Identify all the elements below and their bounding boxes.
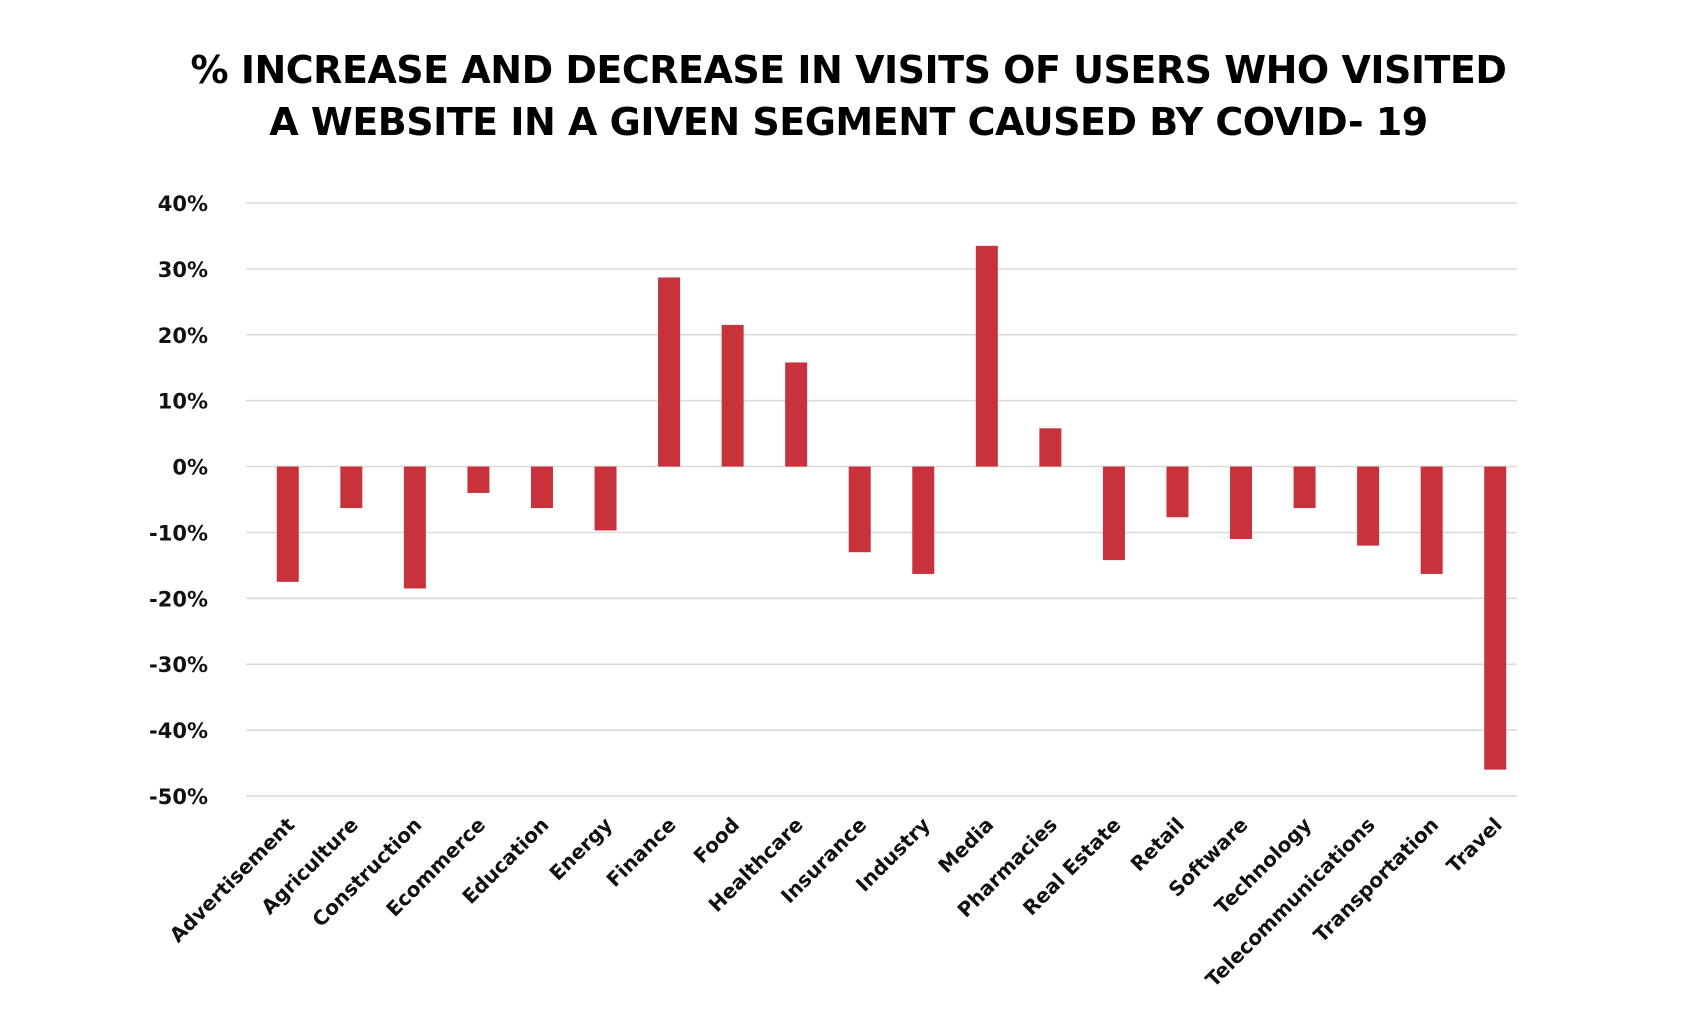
bar-energy xyxy=(594,466,617,531)
y-tick-label: -20% xyxy=(149,587,208,611)
x-tick-label: Food xyxy=(689,813,745,869)
bar-advertisement xyxy=(276,466,299,582)
y-tick-label: 10% xyxy=(158,390,208,414)
y-tick-label: 0% xyxy=(172,456,208,480)
x-tick-label: Construction xyxy=(307,813,426,932)
bar-food xyxy=(721,324,744,467)
bar-ecommerce xyxy=(467,466,490,493)
bar-travel xyxy=(1484,466,1507,770)
bar-pharmacies xyxy=(1039,428,1062,467)
y-tick-label: -10% xyxy=(149,521,208,545)
bar-telecommunications xyxy=(1357,466,1380,546)
y-tick-label: -50% xyxy=(149,785,208,809)
chart-title: % INCREASE AND DECREASE IN VISITS OF USE… xyxy=(0,44,1697,148)
bar-transportation xyxy=(1420,466,1443,574)
bar-insurance xyxy=(848,466,871,553)
gridlines xyxy=(246,202,1517,797)
y-tick-label: 30% xyxy=(158,258,208,282)
bar-education xyxy=(530,466,553,509)
chart-title-line-1: % INCREASE AND DECREASE IN VISITS OF USE… xyxy=(190,48,1507,92)
bar-industry xyxy=(912,466,935,574)
bar-finance xyxy=(658,277,681,467)
x-tick-label: Travel xyxy=(1442,813,1507,878)
x-tick-label: Finance xyxy=(601,813,680,892)
bar-retail xyxy=(1166,466,1189,518)
bar-construction xyxy=(403,466,426,589)
bar-real-estate xyxy=(1102,466,1125,561)
x-axis-ticks: AdvertisementAgricultureConstructionEcom… xyxy=(165,812,1507,991)
y-axis-ticks: 40% 30% 20% 10% 0% -10% -20% -30% -40% -50% xyxy=(149,192,208,809)
bar-healthcare xyxy=(785,362,808,467)
y-tick-label: 20% xyxy=(158,324,208,348)
bar-agriculture xyxy=(340,466,363,509)
bar-media xyxy=(975,245,998,467)
y-tick-label: 40% xyxy=(158,192,208,216)
y-tick-label: -30% xyxy=(149,653,208,677)
bar-technology xyxy=(1293,466,1316,509)
bar-software xyxy=(1230,466,1253,540)
y-tick-label: -40% xyxy=(149,719,208,743)
x-tick-label: Retail xyxy=(1126,813,1189,876)
bars xyxy=(276,245,1507,770)
chart-title-line-2: A WEBSITE IN A GIVEN SEGMENT CAUSED BY C… xyxy=(269,100,1428,144)
